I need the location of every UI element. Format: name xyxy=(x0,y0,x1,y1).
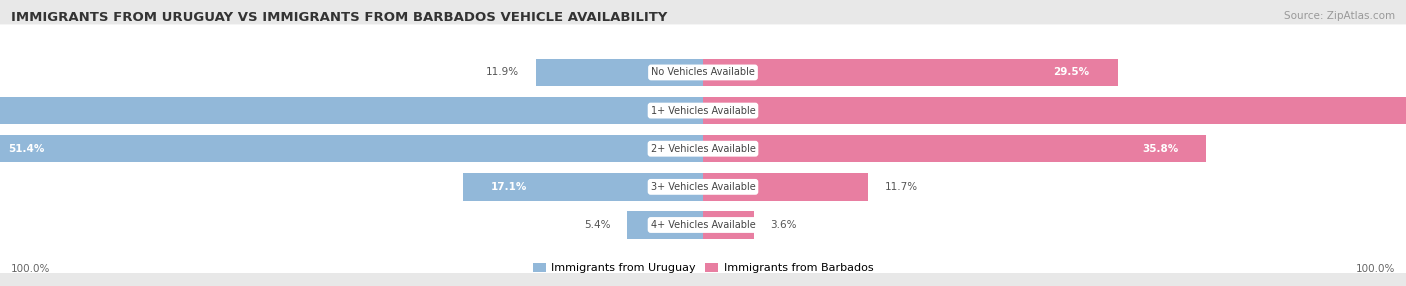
Text: 1+ Vehicles Available: 1+ Vehicles Available xyxy=(651,106,755,116)
Text: Source: ZipAtlas.com: Source: ZipAtlas.com xyxy=(1284,11,1395,21)
Text: 11.7%: 11.7% xyxy=(884,182,918,192)
Text: 100.0%: 100.0% xyxy=(1355,264,1395,274)
FancyBboxPatch shape xyxy=(0,24,1406,120)
Text: 51.4%: 51.4% xyxy=(8,144,45,154)
Text: 5.4%: 5.4% xyxy=(583,220,610,230)
Legend: Immigrants from Uruguay, Immigrants from Barbados: Immigrants from Uruguay, Immigrants from… xyxy=(529,258,877,278)
Text: 3.6%: 3.6% xyxy=(770,220,797,230)
Bar xyxy=(703,173,868,200)
Text: 11.9%: 11.9% xyxy=(485,67,519,78)
FancyBboxPatch shape xyxy=(0,177,1406,273)
Bar xyxy=(627,211,703,239)
FancyBboxPatch shape xyxy=(0,63,1406,159)
Text: 29.5%: 29.5% xyxy=(1053,67,1090,78)
Bar xyxy=(703,211,754,239)
Text: 17.1%: 17.1% xyxy=(491,182,527,192)
Text: 35.8%: 35.8% xyxy=(1142,144,1178,154)
Bar xyxy=(703,97,1406,124)
Text: 4+ Vehicles Available: 4+ Vehicles Available xyxy=(651,220,755,230)
Text: 100.0%: 100.0% xyxy=(11,264,51,274)
Text: 2+ Vehicles Available: 2+ Vehicles Available xyxy=(651,144,755,154)
FancyBboxPatch shape xyxy=(0,101,1406,197)
Bar xyxy=(0,135,703,162)
Bar xyxy=(536,59,703,86)
Text: IMMIGRANTS FROM URUGUAY VS IMMIGRANTS FROM BARBADOS VEHICLE AVAILABILITY: IMMIGRANTS FROM URUGUAY VS IMMIGRANTS FR… xyxy=(11,11,668,24)
FancyBboxPatch shape xyxy=(0,139,1406,235)
Text: No Vehicles Available: No Vehicles Available xyxy=(651,67,755,78)
Text: 3+ Vehicles Available: 3+ Vehicles Available xyxy=(651,182,755,192)
Bar xyxy=(703,59,1118,86)
Bar xyxy=(703,135,1206,162)
Bar xyxy=(0,97,703,124)
Bar xyxy=(463,173,703,200)
